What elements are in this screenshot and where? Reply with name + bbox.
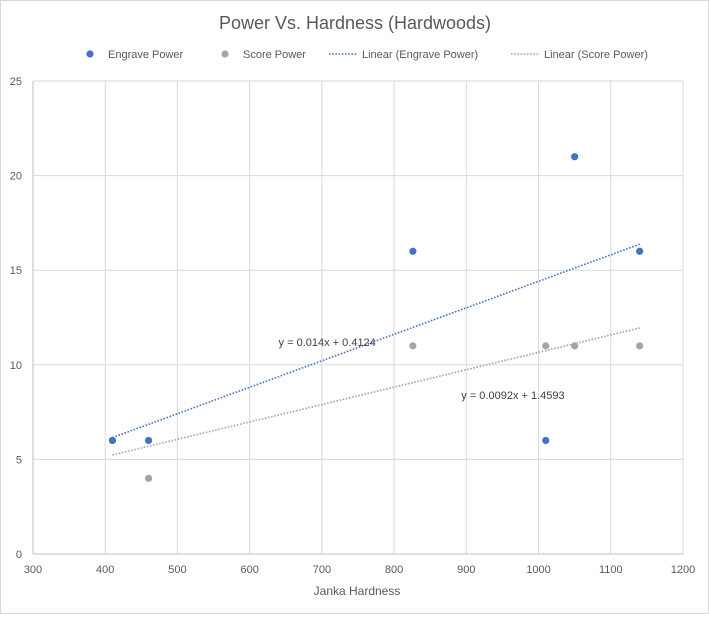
data-point-engrave-power [542,436,550,445]
gridlines [33,80,684,554]
legend-item-score-power: Score Power [221,49,306,61]
y-tick-label: 25 [10,76,22,88]
data-point-engrave-power [636,247,644,255]
y-tick-label: 5 [16,454,22,466]
data-point-score-power [571,342,579,350]
data-point-engrave-power [571,153,579,161]
legend-label-score-power: Score Power [243,49,306,61]
legend: Engrave Power Score Power Linear (Engrav… [86,49,648,61]
y-tick-label: 0 [16,549,22,561]
legend-item-linear-engrave-power: Linear (Engrave Power) [329,49,478,61]
x-tick-label: 1000 [526,564,550,576]
x-tick-label: 700 [313,564,331,576]
data-point-score-power [636,342,644,350]
x-tick-label: 1100 [599,564,623,576]
x-tick-label: 1200 [671,564,695,576]
x-tick-label: 300 [24,564,42,576]
legend-label-linear-score-power: Linear (Score Power) [544,49,648,61]
trendline-engrave-power [112,243,640,439]
x-tick-label: 900 [457,564,475,576]
data-point-score-power [409,342,417,350]
y-tick-label: 10 [10,360,22,372]
trendline-equations: y = 0.014x + 0.4124 y = 0.0092x + 1.4593 [279,337,565,402]
legend-marker-score-power [221,50,229,58]
data-point-engrave-power [409,247,417,255]
y-tick-label: 15 [10,265,22,277]
x-tick-label: 800 [385,564,403,576]
x-tick-label: 600 [240,564,258,576]
legend-marker-engrave-power [86,50,94,58]
axes [32,81,683,555]
data-point-score-power [542,342,550,350]
data-point-engrave-power [144,436,153,445]
data-points [108,153,644,482]
legend-label-engrave-power: Engrave Power [108,49,184,61]
trendline-score-power [112,327,640,456]
x-tick-label: 500 [168,564,186,576]
chart-title: Power Vs. Hardness (Hardwoods) [219,13,491,33]
trendline-equation-engrave-power: y = 0.014x + 0.4124 [279,337,376,349]
data-point-engrave-power [108,436,117,445]
x-axis-title: Janka Hardness [314,584,401,598]
trendlines [112,243,640,456]
data-point-score-power [144,474,153,482]
legend-item-engrave-power: Engrave Power [86,49,184,61]
tick-labels: 300 400 500 600 700 800 900 1000 1100 1200 0 5 10 15 2… [10,76,695,576]
legend-label-linear-engrave-power: Linear (Engrave Power) [362,49,478,61]
x-tick-label: 400 [96,564,114,576]
trendline-equation-score-power: y = 0.0092x + 1.4593 [461,390,564,402]
legend-item-linear-score-power: Linear (Score Power) [511,49,648,61]
y-tick-label: 20 [10,171,22,183]
